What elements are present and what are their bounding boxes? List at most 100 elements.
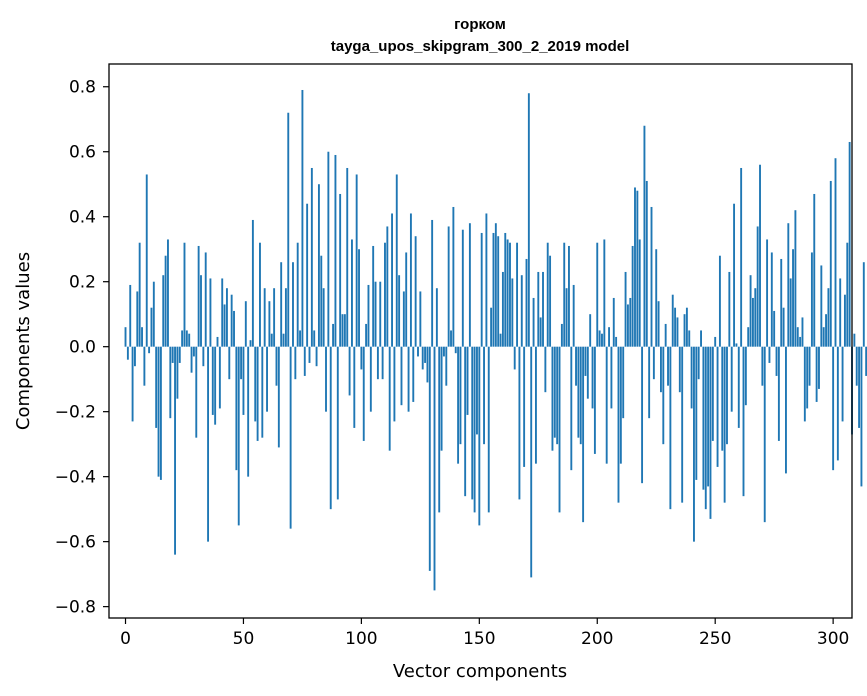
bar	[204, 252, 207, 347]
bar	[575, 346, 577, 386]
y-tick-label: 0.4	[69, 208, 96, 228]
bar	[384, 242, 386, 347]
bar	[759, 164, 761, 347]
bar	[476, 346, 478, 435]
bar	[577, 346, 580, 438]
bar	[233, 310, 235, 347]
bar	[619, 346, 622, 464]
bar	[527, 93, 530, 347]
bar	[638, 239, 641, 347]
bar	[688, 330, 691, 347]
y-tick-label: 0.2	[69, 273, 96, 293]
bar	[785, 346, 787, 474]
bar	[376, 346, 379, 380]
bar	[464, 346, 467, 497]
bar	[433, 346, 436, 591]
bar	[542, 271, 544, 347]
bar	[159, 346, 162, 480]
bar	[407, 346, 410, 412]
bar	[624, 271, 627, 347]
bar	[129, 284, 132, 347]
plot-frame	[108, 63, 853, 619]
bar	[787, 223, 790, 347]
bar	[563, 242, 566, 347]
bar	[754, 288, 757, 347]
bar	[259, 242, 261, 347]
bar	[435, 288, 438, 347]
bar	[395, 174, 398, 347]
bar	[565, 288, 568, 347]
bar	[174, 346, 176, 555]
y-tick-label: −0.6	[55, 533, 96, 553]
bar	[244, 301, 247, 347]
bar	[388, 346, 391, 451]
bar	[325, 346, 327, 412]
y-tick-label: 0.0	[69, 338, 96, 358]
bar	[792, 249, 794, 347]
bar	[162, 275, 165, 347]
bar	[820, 265, 823, 347]
bar	[372, 245, 375, 347]
bar	[277, 346, 280, 448]
bar	[763, 346, 766, 523]
bar	[473, 346, 476, 513]
bar	[591, 346, 594, 409]
bar	[806, 346, 809, 409]
bar	[558, 346, 561, 513]
bar	[164, 255, 167, 347]
bar	[626, 304, 629, 347]
bar	[424, 346, 427, 363]
bar	[225, 288, 228, 347]
bar	[405, 252, 408, 347]
bar	[693, 346, 695, 542]
bar	[678, 346, 681, 393]
y-tick-label: −0.2	[55, 403, 96, 423]
bar	[827, 288, 830, 347]
bar	[443, 346, 445, 357]
bar	[553, 346, 556, 438]
bar	[603, 239, 606, 347]
bar	[721, 346, 724, 451]
bar	[832, 346, 835, 471]
chart-title: горком	[454, 16, 506, 33]
bar	[487, 346, 490, 513]
bar	[209, 278, 212, 347]
bar	[598, 330, 601, 347]
bar	[218, 346, 221, 409]
bar	[296, 242, 299, 347]
bar	[256, 346, 259, 441]
bar	[176, 346, 179, 399]
bar	[789, 278, 792, 347]
bar	[690, 346, 693, 409]
bar	[702, 346, 705, 490]
bar	[152, 281, 155, 347]
bar	[766, 239, 769, 347]
x-axis-ticks: 0 50 100 150 200 250 300	[120, 618, 849, 649]
x-tick-label: 150	[463, 629, 495, 649]
bar	[570, 346, 573, 471]
bar	[426, 346, 429, 383]
bar	[572, 284, 575, 347]
bar	[683, 314, 686, 347]
bar	[167, 239, 169, 347]
bar	[601, 333, 603, 347]
bar	[780, 258, 783, 347]
bar	[494, 223, 497, 347]
bar	[836, 346, 839, 461]
bar	[412, 346, 415, 402]
bar	[398, 275, 401, 347]
bar	[747, 327, 750, 347]
bar	[509, 242, 511, 347]
bar	[813, 193, 816, 347]
bar	[733, 203, 736, 347]
bar	[822, 327, 825, 347]
bar	[284, 288, 287, 347]
bar	[150, 307, 153, 347]
bar	[629, 297, 632, 347]
x-axis-label: Vector components	[393, 661, 567, 682]
bar	[726, 346, 728, 445]
bar	[511, 278, 514, 347]
bar	[711, 346, 714, 441]
bar	[810, 252, 813, 347]
